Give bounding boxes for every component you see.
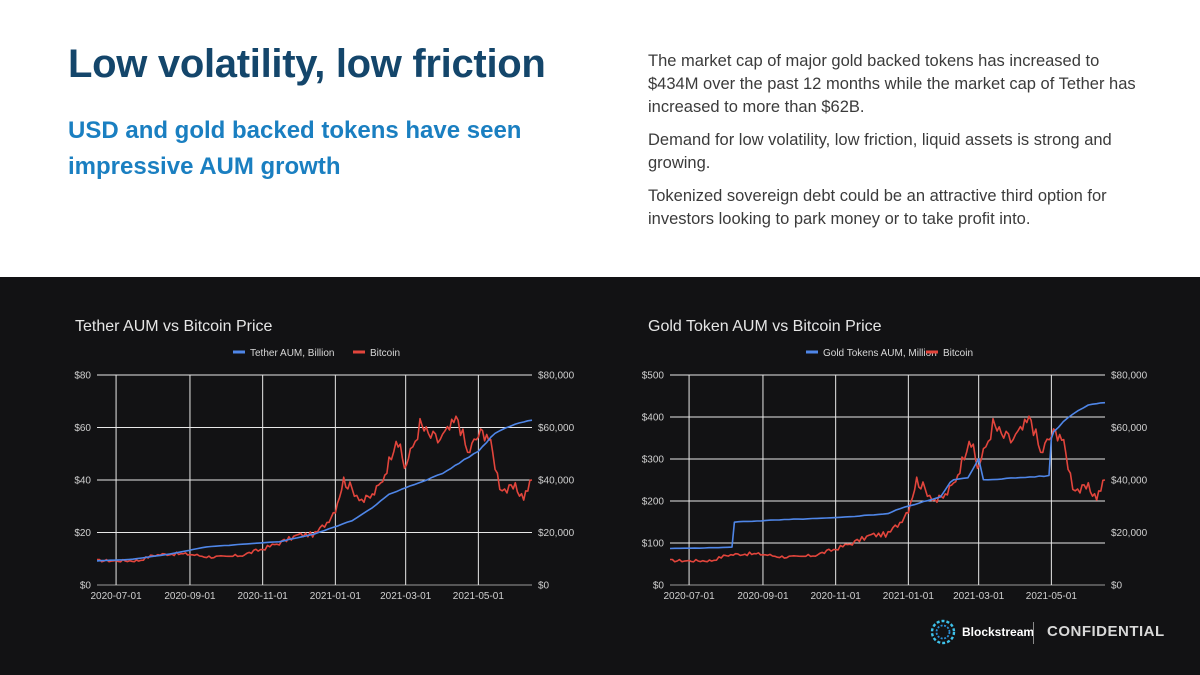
series-line-gold-tokens-aum-million: [669, 401, 1106, 550]
right-axis-tick: $60,000: [1111, 423, 1148, 434]
left-axis-tick: $400: [642, 413, 665, 424]
x-axis-tick: 2020-11-01: [810, 591, 861, 602]
x-axis-tick: 2021-05-01: [1026, 591, 1078, 602]
left-axis-tick: $80: [74, 371, 91, 382]
x-axis-tick: 2020-11-01: [237, 591, 288, 602]
x-axis-tick: 2021-01-01: [883, 591, 935, 602]
chart-title: Gold Token AUM vs Bitcoin Price: [648, 318, 882, 335]
right-axis-tick: $20,000: [538, 528, 575, 539]
slide-subtitle: USD and gold backed tokens have seen imp…: [68, 117, 522, 180]
right-axis-tick: $0: [538, 581, 550, 592]
body-paragraph-3: Tokenized sovereign debt could be an att…: [648, 187, 1107, 228]
series-line-bitcoin: [97, 415, 533, 563]
legend-label-tether-aum-billion: Tether AUM, Billion: [250, 348, 334, 359]
x-axis-tick: 2021-01-01: [310, 591, 362, 602]
right-axis-tick: $80,000: [1111, 371, 1148, 382]
left-axis-tick: $0: [653, 581, 665, 592]
x-axis-tick: 2020-07-01: [90, 591, 142, 602]
left-axis-tick: $60: [74, 423, 91, 434]
left-axis-tick: $40: [74, 476, 91, 487]
chart-svg: Tether AUM vs Bitcoin Price Tether AUM, B…: [74, 318, 575, 602]
body-paragraph-2: Demand for low volatility, low friction,…: [648, 131, 1112, 172]
x-axis-tick: 2021-05-01: [453, 591, 505, 602]
tether-chart: Tether AUM vs Bitcoin Price Tether AUM, B…: [55, 277, 595, 607]
series-line-tether-aum-billion: [96, 419, 533, 562]
legend-label-gold-tokens-aum-million: Gold Tokens AUM, Million: [823, 348, 937, 359]
left-axis-tick: $20: [74, 528, 91, 539]
left-axis-tick: $300: [642, 455, 665, 466]
charts-section: Tether AUM vs Bitcoin Price Tether AUM, B…: [0, 277, 1200, 675]
right-axis-tick: $0: [1111, 581, 1123, 592]
x-axis-tick: 2020-09-01: [164, 591, 216, 602]
right-axis-tick: $60,000: [538, 423, 575, 434]
left-axis-tick: $100: [642, 539, 665, 550]
x-axis-tick: 2020-07-01: [663, 591, 715, 602]
chart-svg: Gold Token AUM vs Bitcoin Price Gold Toke…: [642, 318, 1148, 602]
chart-title: Tether AUM vs Bitcoin Price: [75, 318, 273, 335]
right-axis-tick: $80,000: [538, 371, 575, 382]
legend-label-bitcoin: Bitcoin: [943, 348, 973, 359]
right-axis-tick: $40,000: [538, 476, 575, 487]
body-paragraph-1: The market cap of major gold backed toke…: [648, 52, 1136, 116]
blockstream-logo-icon: [930, 619, 956, 645]
x-axis-tick: 2021-03-01: [380, 591, 432, 602]
footer-divider: [1033, 622, 1034, 644]
right-axis-tick: $20,000: [1111, 528, 1148, 539]
x-axis-tick: 2021-03-01: [953, 591, 1005, 602]
left-axis-tick: $0: [80, 581, 92, 592]
x-axis-tick: 2020-09-01: [737, 591, 789, 602]
right-axis-tick: $40,000: [1111, 476, 1148, 487]
left-axis-tick: $500: [642, 371, 665, 382]
blockstream-logo: Blockstream: [930, 617, 1034, 647]
left-axis-tick: $200: [642, 497, 665, 508]
brand-name: Blockstream: [962, 625, 1035, 639]
confidential-label: CONFIDENTIAL: [1047, 623, 1165, 640]
series-line-bitcoin: [670, 415, 1106, 563]
legend-label-bitcoin: Bitcoin: [370, 348, 400, 359]
header-section: Low volatility, low friction USD and gol…: [0, 0, 1200, 277]
slide-title: Low volatility, low friction: [68, 42, 546, 86]
gold-token-chart: Gold Token AUM vs Bitcoin Price Gold Toke…: [628, 277, 1168, 607]
